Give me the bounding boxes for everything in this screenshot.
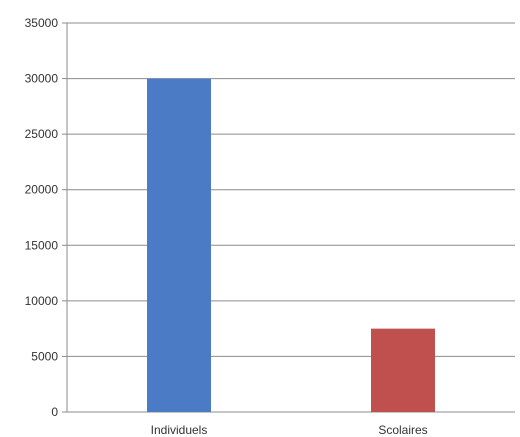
- y-tick-label: 0: [51, 405, 58, 419]
- bars: [147, 78, 435, 413]
- y-tick-label: 20000: [25, 183, 59, 197]
- y-tick-label: 5000: [31, 349, 58, 363]
- y-tick-label: 25000: [25, 127, 59, 141]
- y-tick-label: 35000: [25, 16, 59, 30]
- y-tick-label: 10000: [25, 294, 59, 308]
- x-tick-label: Scolaires: [378, 423, 427, 437]
- x-tick-label: Individuels: [151, 423, 208, 437]
- bar-scolaires: [371, 328, 435, 412]
- bar-individuels: [147, 78, 211, 413]
- axes: [62, 22, 68, 413]
- tick-labels: 0 5000 10000 15000 20000 25000 30000 35000 Indiv…: [25, 16, 428, 437]
- grid-lines: [67, 22, 515, 413]
- y-tick-label: 15000: [25, 238, 59, 252]
- y-tick-label: 30000: [25, 72, 59, 86]
